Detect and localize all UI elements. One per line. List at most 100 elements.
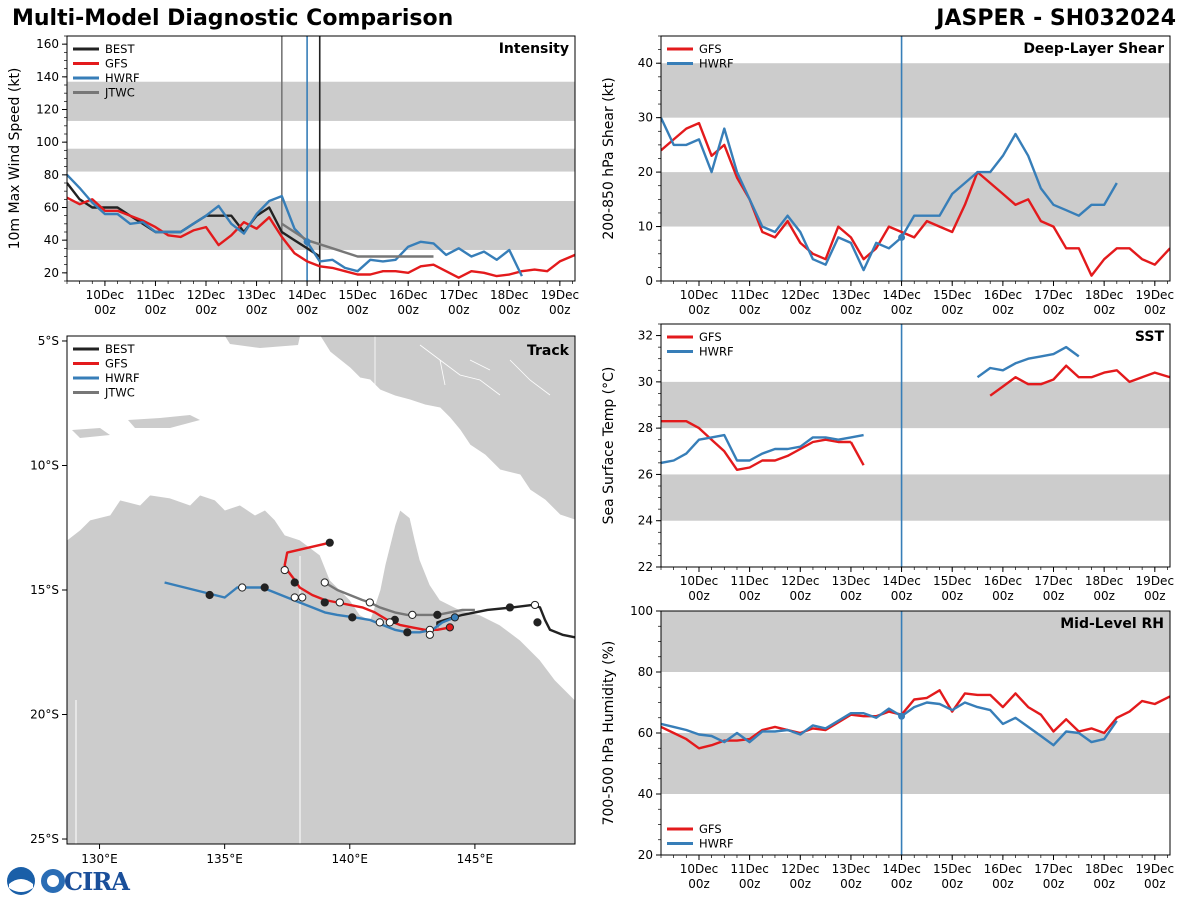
map-land (67, 336, 575, 844)
legend-label: HWRF (699, 57, 734, 71)
island (72, 428, 110, 438)
x-tick-label-day: 11Dec (730, 574, 769, 588)
legend-label: GFS (105, 357, 128, 371)
threshold-band (661, 611, 1170, 672)
x-tick-label-hour: 00z (1144, 589, 1166, 603)
threshold-band (67, 81, 575, 121)
x-tick-label-day: 19Dec (541, 288, 580, 302)
x-tick-label-day: 15Dec (338, 288, 377, 302)
x-tick-label-hour: 00z (1043, 589, 1065, 603)
track-point (325, 538, 334, 547)
y-tick-label: 30 (638, 111, 653, 125)
legend-label: GFS (105, 57, 128, 71)
threshold-band (661, 733, 1170, 794)
series-hwrf (661, 433, 864, 465)
track-point (375, 618, 384, 627)
series-gfs (849, 441, 865, 466)
x-tick-label-day: 12Dec (187, 288, 226, 302)
x-tick-label-day: 14Dec (288, 288, 327, 302)
lon-tick-label: 145°E (457, 852, 494, 866)
new-guinea-landmass (319, 336, 575, 521)
x-tick-label-hour: 00z (840, 877, 862, 891)
x-tick-label-day: 16Dec (984, 574, 1023, 588)
track-hwrf (164, 581, 456, 634)
lon-tick-label: 135°E (206, 852, 243, 866)
track-point (320, 578, 329, 587)
series-hwrf (661, 701, 1118, 747)
x-tick-label-hour: 00z (1093, 877, 1115, 891)
x-tick-label-hour: 00z (840, 589, 862, 603)
x-tick-label-day: 11Dec (136, 288, 175, 302)
x-tick-label-hour: 00z (688, 877, 710, 891)
legend-label: JTWC (104, 386, 135, 400)
x-tick-label-day: 17Dec (1034, 574, 1073, 588)
track-axes: 130°E 135°E 140°E 145°E 5°S 10°S 15°S 20°S 25°S T… (30, 334, 576, 866)
current-point (898, 233, 906, 241)
panel-title: Mid-Level RH (1060, 616, 1164, 632)
panel-title: Intensity (499, 41, 569, 57)
chart-track (164, 538, 575, 639)
threshold-band (661, 474, 1170, 521)
legend-label: HWRF (699, 837, 734, 851)
y-tick-label: 60 (44, 201, 59, 215)
track-point (260, 583, 269, 592)
y-tick-label: 32 (638, 329, 653, 343)
x-tick-label-hour: 00z (1043, 303, 1065, 317)
legend-label: GFS (699, 42, 722, 56)
x-tick-label-day: 13Dec (832, 288, 871, 302)
threshold-band (661, 172, 1170, 227)
track-point (290, 593, 299, 602)
y-tick-label: 160 (36, 37, 59, 51)
x-tick-label-hour: 00z (397, 303, 419, 317)
x-tick-label-day: 11Dec (730, 288, 769, 302)
x-tick-label-day: 12Dec (781, 574, 820, 588)
y-tick-label: 30 (638, 375, 653, 389)
x-tick-label-day: 12Dec (781, 862, 820, 876)
x-tick-label-hour: 00z (891, 877, 913, 891)
track-point (403, 628, 412, 637)
track-point (335, 598, 344, 607)
x-tick-label-hour: 00z (688, 589, 710, 603)
x-tick-label-day: 12Dec (781, 288, 820, 302)
x-tick-label-day: 19Dec (1136, 574, 1175, 588)
legend-label: JTWC (104, 86, 135, 100)
x-tick-label-day: 18Dec (1085, 862, 1124, 876)
island (402, 350, 412, 365)
y-tick-label: 100 (630, 604, 653, 618)
y-axis-label: 10m Max Wind Speed (kt) (7, 68, 23, 250)
track-jtwc (324, 581, 475, 617)
x-tick-label-hour: 00z (992, 877, 1014, 891)
x-tick-label-day: 17Dec (1034, 288, 1073, 302)
track-point (533, 618, 542, 627)
lon-tick-label: 140°E (332, 852, 369, 866)
y-tick-label: 60 (638, 726, 653, 740)
x-tick-label-hour: 00z (789, 303, 811, 317)
x-tick-label-hour: 00z (688, 303, 710, 317)
island (225, 336, 300, 348)
x-tick-label-day: 19Dec (1136, 862, 1175, 876)
lat-tick-label: 5°S (38, 334, 59, 348)
track-point (205, 590, 214, 600)
panel-title: Track (527, 343, 570, 359)
cira-text: CIRA (64, 867, 130, 896)
x-tick-label-day: 18Dec (1085, 574, 1124, 588)
noaa-logo-icon (7, 867, 65, 895)
y-tick-label: 22 (638, 560, 653, 574)
plot-frame (660, 323, 1171, 568)
y-axis-label: Sea Surface Temp (°C) (601, 367, 617, 525)
current-point (898, 712, 906, 720)
x-tick-label-hour: 00z (246, 303, 268, 317)
y-tick-label: 20 (638, 165, 653, 179)
track-point (298, 593, 307, 602)
lat-tick-label: 15°S (30, 583, 59, 597)
x-tick-label-hour: 00z (498, 303, 520, 317)
x-tick-label-hour: 00z (1144, 303, 1166, 317)
series-hwrf (661, 117, 1118, 272)
x-tick-label-day: 17Dec (1034, 862, 1073, 876)
x-tick-label-day: 14Dec (882, 574, 921, 588)
island (128, 415, 200, 428)
legend-label: HWRF (699, 345, 734, 359)
x-tick-label-day: 10Dec (86, 288, 125, 302)
legend-label: BEST (105, 342, 135, 356)
